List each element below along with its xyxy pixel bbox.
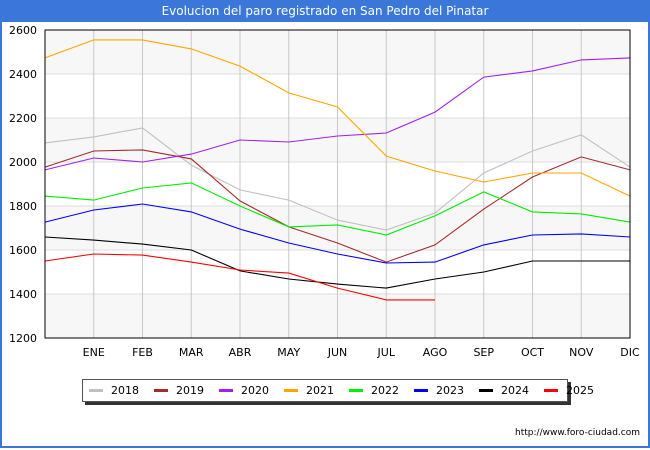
legend-item-2025: 2025 (544, 384, 594, 397)
y-tick-label: 1800 (9, 200, 37, 213)
x-tick-label: MAR (179, 346, 204, 359)
grid-lines (45, 29, 631, 339)
y-tick-labels: 1200 1400 1600 1800 2000 2200 2400 2600 (9, 24, 37, 345)
legend-label: 2025 (566, 384, 594, 397)
legend-swatch (414, 389, 428, 392)
y-tick-label: 2600 (9, 24, 37, 37)
legend-swatch (154, 389, 168, 392)
y-tick-label: 2400 (9, 68, 37, 81)
legend-label: 2021 (306, 384, 334, 397)
x-tick-label: JUL (377, 346, 396, 359)
source-link[interactable]: http://www.foro-ciudad.com (515, 428, 640, 438)
legend-item-2024: 2024 (479, 384, 529, 397)
x-tick-label: FEB (132, 346, 153, 359)
legend-item-2022: 2022 (349, 384, 399, 397)
legend-swatch (284, 389, 298, 392)
x-tick-label: DIC (620, 346, 640, 359)
x-tick-label: OCT (521, 346, 544, 359)
y-tick-label: 1400 (9, 288, 37, 301)
x-tick-label: ABR (229, 346, 252, 359)
series-line-2022 (44, 182, 631, 236)
legend-item-2018: 2018 (89, 384, 139, 397)
series-line-2019 (44, 149, 631, 263)
legend-item-2020: 2020 (219, 384, 269, 397)
y-tick-label: 2200 (9, 112, 37, 125)
legend-swatch (544, 389, 558, 392)
legend-label: 2018 (111, 384, 139, 397)
axes (44, 29, 631, 339)
series-line-2020 (44, 57, 631, 171)
legend-swatch (219, 389, 233, 392)
x-tick-label: MAY (277, 346, 300, 359)
y-tick-label: 2000 (9, 156, 37, 169)
x-tick-label: JUN (327, 346, 348, 359)
legend-swatch (349, 389, 363, 392)
y-tick-label: 1600 (9, 244, 37, 257)
series-line-2021 (44, 39, 631, 197)
legend-label: 2023 (436, 384, 464, 397)
x-tick-labels: ENE FEB MAR ABR MAY JUN JUL AGO SEP OCT NOV DIC (83, 346, 640, 359)
legend-item-2021: 2021 (284, 384, 334, 397)
legend-label: 2022 (371, 384, 399, 397)
legend-label: 2024 (501, 384, 529, 397)
plot-border (44, 29, 631, 339)
legend-label: 2020 (241, 384, 269, 397)
x-tick-label: AGO (423, 346, 448, 359)
y-tick-label: 1200 (9, 332, 37, 345)
legend: 2018 2019 2020 2021 2022 2023 2024 2025 (82, 379, 594, 402)
series-lines (44, 39, 631, 301)
x-tick-label: SEP (473, 346, 494, 359)
legend-item-2019: 2019 (154, 384, 204, 397)
chart-title: Evolucion del paro registrado en San Ped… (0, 0, 650, 22)
x-tick-label: ENE (83, 346, 105, 359)
series-line-2024 (44, 236, 630, 289)
legend-item-2023: 2023 (414, 384, 464, 397)
x-tick-label: NOV (569, 346, 594, 359)
legend-swatch (479, 389, 493, 392)
legend-swatch (89, 389, 103, 392)
series-line-2025 (44, 253, 435, 301)
series-line-2018 (44, 127, 631, 231)
series-line-2023 (44, 203, 631, 264)
legend-label: 2019 (176, 384, 204, 397)
